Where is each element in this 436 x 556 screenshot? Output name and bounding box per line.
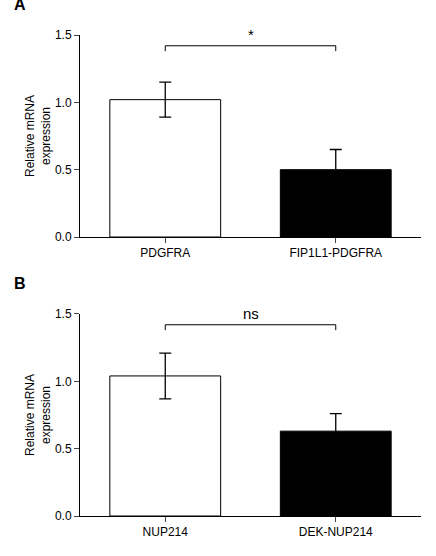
svg-text:NUP214: NUP214 — [143, 525, 189, 539]
svg-text:Relative mRNAexpression: Relative mRNAexpression — [23, 95, 53, 177]
svg-text:0.5: 0.5 — [55, 163, 72, 177]
svg-text:Relative mRNAexpression: Relative mRNAexpression — [23, 374, 53, 456]
svg-text:FIP1L1-PDGFRA: FIP1L1-PDGFRA — [289, 246, 382, 260]
svg-text:0.0: 0.0 — [55, 230, 72, 244]
svg-text:DEK-NUP214: DEK-NUP214 — [299, 525, 373, 539]
svg-text:1.5: 1.5 — [55, 307, 72, 321]
svg-text:0.5: 0.5 — [55, 442, 72, 456]
svg-text:0.0: 0.0 — [55, 509, 72, 523]
svg-text:B: B — [14, 275, 26, 292]
svg-text:PDGFRA: PDGFRA — [140, 246, 190, 260]
svg-text:ns: ns — [243, 305, 259, 322]
svg-text:*: * — [248, 26, 254, 43]
svg-text:1.5: 1.5 — [55, 28, 72, 42]
svg-text:1.0: 1.0 — [55, 96, 72, 110]
svg-text:1.0: 1.0 — [55, 375, 72, 389]
svg-text:A: A — [14, 0, 26, 13]
